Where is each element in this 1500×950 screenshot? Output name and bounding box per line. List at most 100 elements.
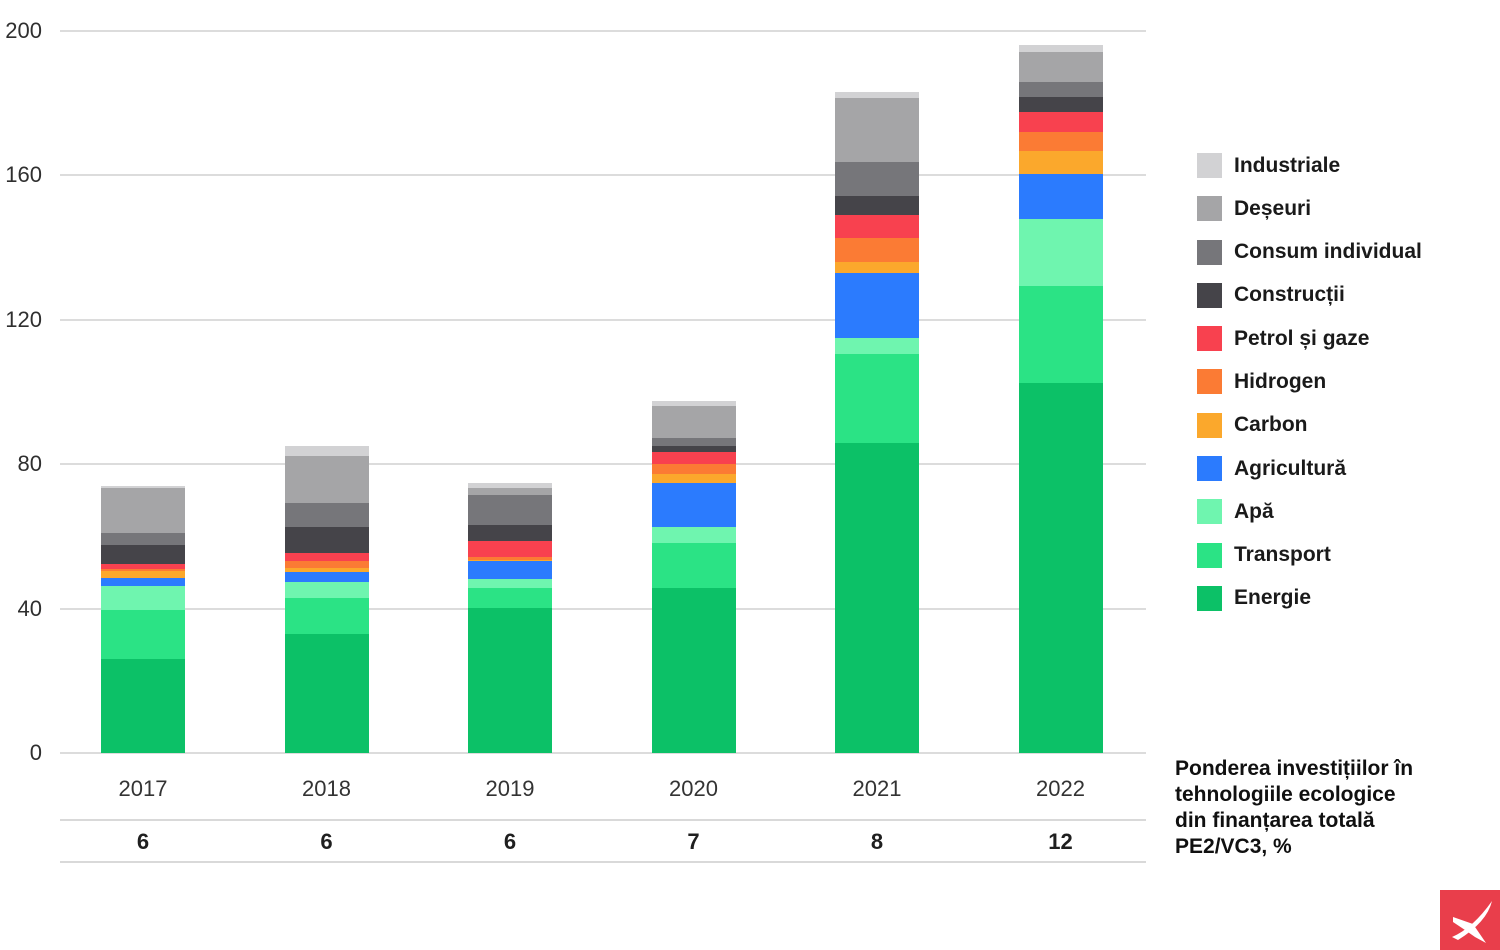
bar-segment-consum-individual-2020: [651, 437, 736, 446]
y-axis-tick-label-200: 200: [5, 18, 42, 43]
bar-segment-industriale-2021: [835, 92, 919, 99]
bar-segment-carbon-2022: [1018, 150, 1103, 174]
bar-segment-agricultura-2022: [1018, 173, 1103, 220]
legend-item-constructii: Construcții: [1197, 282, 1422, 308]
share-value-2021: 8: [870, 829, 884, 854]
y-axis-tick-label-0: 0: [29, 740, 42, 765]
legend-label-consum-individual: Consum individual: [1234, 240, 1422, 264]
y-axis-tick-label-120: 120: [5, 306, 42, 332]
bar-segment-industriale-2019: [468, 483, 552, 489]
bar-segment-petrol-si-gaze-2019: [468, 541, 552, 558]
x-axis-label-2022: 2022: [1036, 776, 1085, 801]
bar-segment-energie-2020: [651, 587, 736, 753]
legend: Industriale Deșeuri Consum individual Const…: [1197, 153, 1422, 611]
bar-segment-apa-2022: [1018, 219, 1103, 286]
footer-note-line-2: tehnologiile ecologice: [1175, 783, 1396, 806]
bar-segment-petrol-si-gaze-2017: [101, 564, 185, 570]
bar-segment-industriale-2017: [101, 486, 185, 489]
y-axis-tick-label-80: 80: [17, 451, 42, 477]
legend-item-industriale: Industriale: [1197, 153, 1422, 178]
bar-segment-constructii-2020: [651, 445, 736, 453]
legend-label-deseuri: Deșeuri: [1234, 196, 1312, 220]
xtb-logo-icon: [1440, 890, 1500, 950]
bar-segment-apa-2019: [468, 578, 552, 589]
bar-segment-transport-2022: [1018, 285, 1103, 384]
bar-segment-hidrogen-2018: [284, 561, 369, 568]
y-axis-tick-label-40: 40: [17, 595, 42, 621]
bar-segment-energie-2022: [1018, 383, 1103, 753]
legend-label-constructii: Construcții: [1234, 283, 1345, 307]
y-axis-tick-label-160: 160: [5, 162, 42, 188]
bar-segment-deseuri-2022: [1018, 52, 1103, 82]
bar-segment-deseuri-2017: [101, 488, 185, 534]
bar-segment-petrol-si-gaze-2021: [835, 215, 919, 238]
footer-note-line-4: PE2/VC3, %: [1175, 835, 1292, 858]
legend-label-petrol-si-gaze: Petrol și gaze: [1234, 326, 1370, 350]
xtb-logo-wing-long: [1452, 901, 1492, 940]
bar-2020: [651, 400, 736, 753]
bar-segment-apa-2020: [651, 526, 736, 544]
legend-swatch-deseuri: [1197, 196, 1222, 222]
bar-segment-transport-2017: [101, 610, 185, 660]
legend-item-deseuri: Deșeuri: [1197, 196, 1422, 222]
xtb-logo-background: [1440, 890, 1500, 950]
bar-segment-apa-2018: [284, 582, 369, 599]
footer-note-line-3: din finanțarea totală: [1175, 809, 1375, 832]
legend-label-agricultura: Agricultură: [1234, 456, 1347, 480]
legend-label-apa: Apă: [1234, 499, 1274, 523]
gridline-80: [60, 463, 1146, 466]
bar-segment-agricultura-2020: [651, 483, 736, 527]
legend-swatch-hidrogen: [1197, 369, 1222, 395]
bar-segment-agricultura-2021: [835, 273, 919, 338]
legend-item-energie: Energie: [1197, 585, 1422, 611]
legend-label-energie: Energie: [1234, 586, 1312, 610]
bar-segment-consum-individual-2022: [1018, 81, 1103, 98]
bar-2019: [468, 483, 552, 753]
bar-segment-petrol-si-gaze-2022: [1018, 112, 1103, 133]
xtb-logo-wing-short: [1453, 917, 1486, 943]
legend-item-agricultura: Agricultură: [1197, 456, 1422, 482]
bar-segment-carbon-2019: [468, 560, 552, 562]
bar-segment-consum-individual-2021: [835, 162, 919, 197]
legend-item-petrol-si-gaze: Petrol și gaze: [1197, 326, 1422, 352]
x-axis-label-2021: 2021: [852, 776, 902, 801]
bar-segment-carbon-2020: [651, 474, 736, 484]
bar-segment-hidrogen-2022: [1018, 132, 1103, 151]
bar-segment-carbon-2017: [101, 571, 185, 579]
table-divider-top: [60, 819, 1146, 821]
bar-segment-carbon-2021: [835, 262, 919, 274]
bar-segment-transport-2020: [651, 543, 736, 588]
bar-segment-apa-2021: [835, 337, 919, 355]
legend-swatch-transport: [1197, 542, 1222, 568]
gridline-40: [60, 607, 1146, 610]
x-axis-label-2017: 2017: [118, 776, 168, 801]
legend-label-industriale: Industriale: [1234, 153, 1341, 177]
bar-2022: [1018, 45, 1103, 753]
bar-segment-energie-2021: [835, 443, 919, 753]
bar-segment-energie-2018: [284, 633, 369, 753]
bar-segment-petrol-si-gaze-2018: [284, 553, 369, 562]
bar-segment-apa-2017: [101, 585, 185, 611]
bar-segment-constructii-2019: [468, 524, 552, 542]
legend-item-transport: Transport: [1197, 542, 1422, 568]
bar-segment-carbon-2018: [284, 567, 369, 572]
bar-segment-consum-individual-2019: [468, 495, 552, 525]
bar-segment-industriale-2018: [284, 446, 369, 456]
bar-segment-constructii-2022: [1018, 97, 1103, 113]
bar-segment-consum-individual-2018: [284, 502, 369, 528]
bar-segment-constructii-2018: [284, 527, 369, 554]
legend-swatch-agricultura: [1197, 456, 1222, 482]
gridline-0: [60, 752, 1146, 754]
footer-note: Ponderea investițiilor în tehnologiile e…: [1175, 756, 1465, 860]
bar-segment-hidrogen-2020: [651, 463, 736, 474]
plot-area: [60, 30, 1146, 754]
bar-segment-deseuri-2020: [651, 406, 736, 438]
share-value-2019: 6: [503, 829, 517, 854]
bar-segment-energie-2017: [101, 659, 185, 753]
share-value-2022: 12: [1048, 829, 1073, 854]
bar-segment-agricultura-2018: [284, 571, 369, 583]
bar-segment-transport-2018: [284, 598, 369, 634]
bar-segment-hidrogen-2019: [468, 557, 552, 561]
legend-label-transport: Transport: [1234, 543, 1331, 567]
legend-swatch-apa: [1197, 499, 1222, 525]
